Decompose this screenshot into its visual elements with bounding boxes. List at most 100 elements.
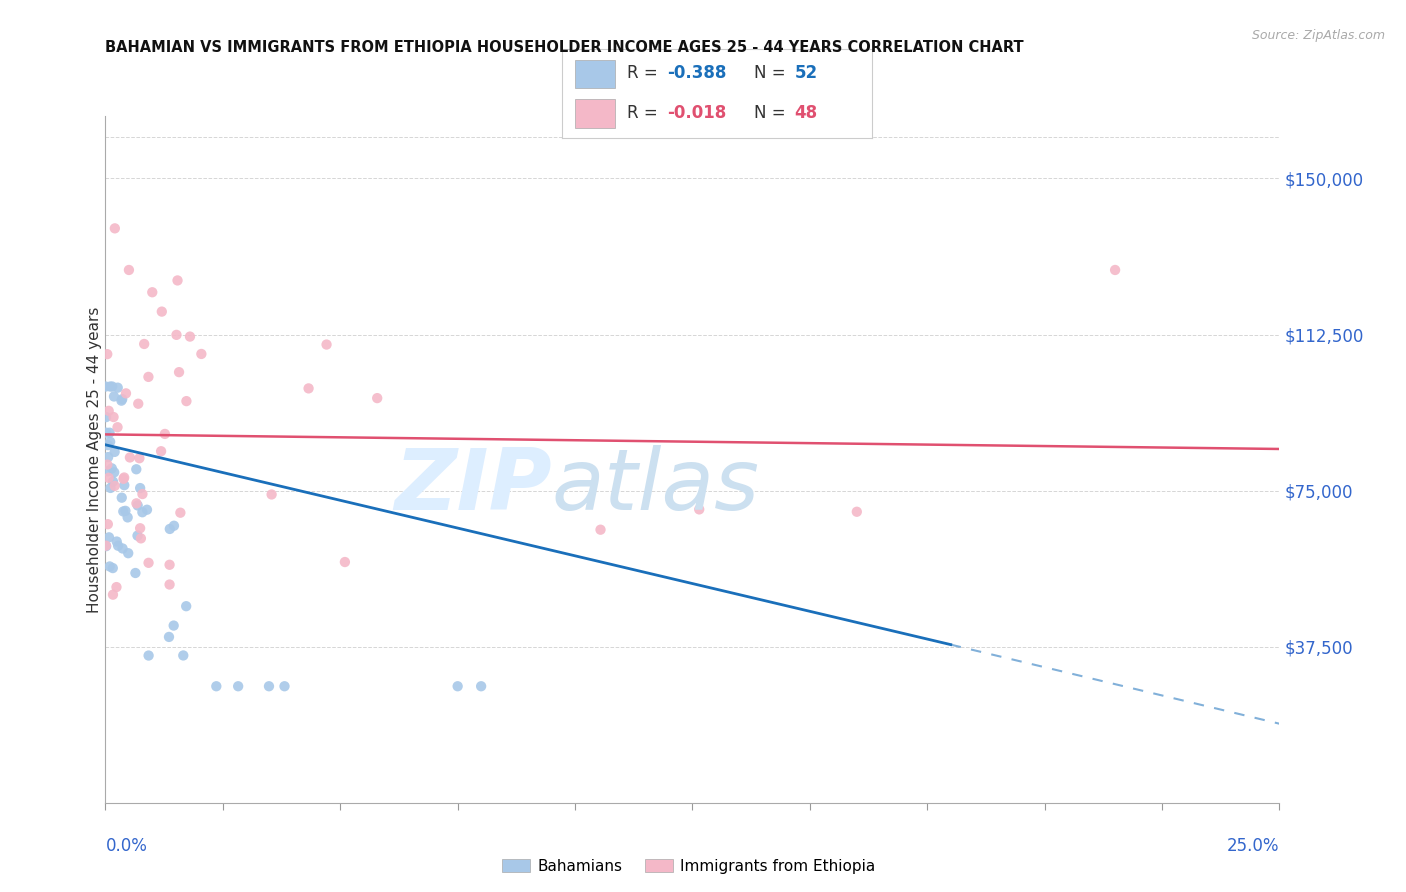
Point bbox=[105, 580, 128, 594]
Text: -0.388: -0.388 bbox=[668, 64, 727, 82]
Point bbox=[107, 381, 129, 395]
Point bbox=[98, 425, 121, 440]
Text: -0.018: -0.018 bbox=[668, 104, 727, 122]
Point bbox=[153, 426, 176, 441]
Point bbox=[589, 523, 612, 537]
Point bbox=[105, 534, 128, 549]
Text: BAHAMIAN VS IMMIGRANTS FROM ETHIOPIA HOUSEHOLDER INCOME AGES 25 - 44 YEARS CORRE: BAHAMIAN VS IMMIGRANTS FROM ETHIOPIA HOU… bbox=[105, 40, 1024, 55]
Point bbox=[98, 559, 121, 574]
Point bbox=[97, 517, 120, 532]
Point bbox=[845, 505, 868, 519]
Point bbox=[97, 450, 120, 464]
Point bbox=[131, 487, 153, 501]
Point bbox=[159, 558, 181, 572]
Point bbox=[111, 392, 134, 406]
Point bbox=[134, 337, 156, 351]
Point bbox=[98, 434, 121, 449]
Point bbox=[112, 504, 135, 518]
Point bbox=[131, 505, 153, 519]
Point bbox=[118, 450, 141, 465]
Point bbox=[141, 285, 163, 300]
Point bbox=[101, 475, 124, 489]
Point bbox=[176, 394, 198, 409]
Point bbox=[98, 530, 121, 544]
Point bbox=[127, 499, 149, 513]
Point bbox=[125, 496, 148, 510]
Point bbox=[172, 648, 194, 663]
Point bbox=[98, 379, 121, 393]
Point bbox=[115, 386, 138, 401]
Point bbox=[101, 561, 124, 575]
Point bbox=[117, 510, 139, 524]
Point bbox=[273, 679, 295, 693]
Point bbox=[103, 389, 125, 403]
Point bbox=[117, 546, 139, 560]
Text: atlas: atlas bbox=[551, 445, 759, 528]
Point bbox=[94, 539, 117, 553]
Bar bbox=[575, 99, 614, 128]
Point bbox=[101, 379, 124, 393]
Point bbox=[94, 410, 117, 425]
Point bbox=[163, 518, 186, 533]
Point bbox=[166, 327, 188, 342]
Point bbox=[257, 679, 280, 693]
Point bbox=[112, 472, 135, 486]
Point bbox=[179, 329, 201, 343]
Point bbox=[96, 464, 118, 478]
Text: 25.0%: 25.0% bbox=[1227, 837, 1279, 855]
Point bbox=[97, 471, 120, 485]
Point bbox=[315, 337, 337, 351]
Text: ZIP: ZIP bbox=[394, 445, 551, 528]
Point bbox=[124, 566, 146, 580]
Point bbox=[174, 599, 197, 614]
Point bbox=[107, 539, 129, 553]
Point bbox=[129, 481, 152, 495]
Point bbox=[470, 679, 492, 693]
Point bbox=[101, 588, 124, 602]
Point bbox=[169, 506, 191, 520]
Point bbox=[333, 555, 356, 569]
Text: 48: 48 bbox=[794, 104, 817, 122]
Point bbox=[127, 529, 149, 543]
Point bbox=[138, 556, 160, 570]
Point bbox=[688, 502, 710, 516]
Point bbox=[100, 481, 122, 495]
Point bbox=[111, 491, 134, 505]
Point bbox=[94, 425, 117, 440]
Point bbox=[150, 444, 173, 458]
Point bbox=[297, 381, 319, 395]
Text: 0.0%: 0.0% bbox=[105, 837, 148, 855]
Point bbox=[136, 502, 159, 516]
Text: 52: 52 bbox=[794, 64, 817, 82]
Legend: Bahamians, Immigrants from Ethiopia: Bahamians, Immigrants from Ethiopia bbox=[496, 853, 882, 880]
Point bbox=[446, 679, 468, 693]
Point bbox=[103, 410, 125, 425]
Bar bbox=[575, 60, 614, 88]
Text: N =: N = bbox=[754, 64, 792, 82]
Point bbox=[159, 522, 181, 536]
Point bbox=[190, 347, 212, 361]
Point bbox=[107, 420, 129, 434]
Point bbox=[128, 451, 150, 466]
Point bbox=[104, 445, 127, 459]
Point bbox=[150, 304, 173, 318]
Y-axis label: Householder Income Ages 25 - 44 years: Householder Income Ages 25 - 44 years bbox=[87, 306, 101, 613]
Point bbox=[101, 461, 124, 475]
Point bbox=[96, 458, 118, 472]
Point bbox=[111, 541, 134, 556]
Point bbox=[96, 347, 118, 361]
Text: R =: R = bbox=[627, 64, 664, 82]
Point bbox=[112, 478, 135, 492]
Point bbox=[94, 379, 117, 393]
Point bbox=[167, 365, 190, 379]
Text: Source: ZipAtlas.com: Source: ZipAtlas.com bbox=[1251, 29, 1385, 43]
Point bbox=[125, 462, 148, 476]
Text: R =: R = bbox=[627, 104, 664, 122]
Point bbox=[112, 470, 135, 484]
Point bbox=[366, 391, 388, 405]
Text: N =: N = bbox=[754, 104, 792, 122]
Point bbox=[104, 479, 127, 493]
Point bbox=[226, 679, 249, 693]
Point bbox=[159, 577, 181, 591]
Point bbox=[97, 438, 120, 452]
